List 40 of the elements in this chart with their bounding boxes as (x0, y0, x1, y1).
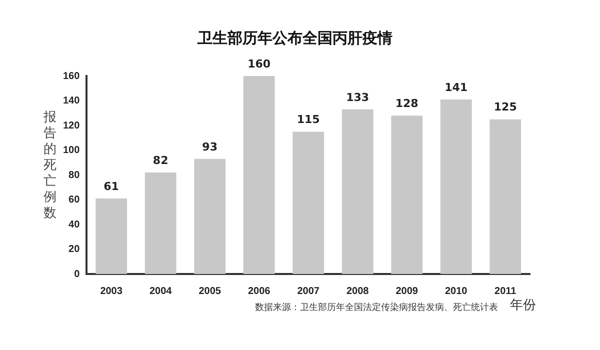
y-tick-label: 0 (74, 268, 80, 280)
data-label: 93 (202, 140, 218, 154)
data-label: 82 (152, 154, 168, 167)
x-tick-label: 2005 (198, 286, 222, 297)
bar (391, 116, 423, 274)
x-tick-label: 2007 (297, 286, 320, 297)
x-tick-label: 2006 (248, 286, 271, 297)
y-tick-label: 140 (62, 96, 80, 106)
x-axis-title: 年份 (510, 297, 536, 314)
chart-title: 卫生部历年公布全国丙肝疫情 (196, 28, 392, 47)
bar (144, 172, 176, 274)
data-label: 128 (395, 96, 418, 110)
data-label: 133 (346, 90, 370, 104)
y-tick-label: 40 (68, 219, 80, 230)
data-label: 61 (104, 180, 119, 193)
y-tick-label: 120 (62, 120, 80, 132)
data-label: 141 (444, 80, 468, 94)
bar (342, 109, 374, 274)
bar (243, 76, 275, 274)
x-tick-label: 2003 (100, 286, 123, 297)
x-tick-label: 2004 (149, 286, 172, 297)
y-tick-label: 60 (68, 194, 80, 206)
bar (440, 100, 472, 274)
x-tick-label: 2010 (444, 286, 468, 297)
data-label: 115 (296, 113, 320, 126)
y-tick-label: 80 (68, 170, 80, 181)
y-axis-title: 报告的死亡例数 (42, 110, 58, 222)
bar (194, 158, 226, 274)
y-tick-label: 20 (68, 244, 80, 255)
bar (96, 198, 128, 274)
x-tick-label: 2011 (494, 286, 517, 297)
x-tick-label: 2009 (396, 286, 418, 297)
bar (292, 132, 324, 274)
y-tick-label: 160 (62, 70, 80, 82)
data-label: 125 (494, 100, 517, 114)
y-tick-label: 100 (62, 145, 80, 156)
data-label: 160 (248, 57, 271, 70)
source-note: 数据来源：卫生部历年全国法定传染病报告发病、死亡统计表 (255, 302, 498, 314)
bar (490, 119, 522, 274)
x-tick-label: 2008 (346, 286, 370, 297)
